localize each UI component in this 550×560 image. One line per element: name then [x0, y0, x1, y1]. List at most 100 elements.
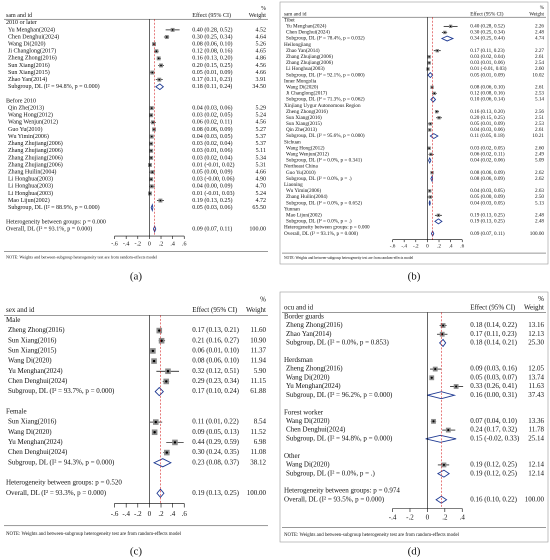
effect-label: 0.18 (0.14, 0.22)	[470, 321, 517, 329]
study-point	[150, 135, 153, 138]
x-tick-label: -.2	[135, 241, 142, 247]
study-point	[159, 199, 162, 202]
group-name: Yunnan	[284, 206, 300, 212]
pooled-diamond	[428, 200, 431, 206]
study-label: Ji Changlong(2017)	[286, 90, 328, 97]
weight-label: 11.60	[251, 326, 267, 334]
weight-label: 2.27	[535, 48, 544, 54]
effect-label: 0.20 (0.15, 0.25)	[192, 62, 232, 69]
column-header: Weight	[249, 13, 267, 19]
study-point	[428, 129, 431, 131]
effect-label: 0.30 (0.25, 0.34)	[192, 33, 232, 40]
study-point	[157, 57, 160, 60]
study-point	[428, 62, 430, 64]
study-label: Li Honghua(2003)	[286, 65, 325, 72]
study-label: Wang Di(2020)	[286, 461, 330, 469]
weight-label: 2.63	[535, 188, 544, 194]
group-name: Before 2010	[6, 97, 36, 104]
study-point	[430, 153, 432, 156]
study-point	[435, 110, 438, 113]
x-tick-label: 0	[148, 241, 151, 247]
effect-label: 0.15 (-0.02, 0.33)	[470, 434, 520, 442]
effect-label: 0.04 (0.03, 0.06)	[192, 105, 232, 112]
x-tick-label: .4	[449, 244, 453, 250]
study-point	[428, 147, 430, 149]
study-label: Wang Di(2020)	[286, 417, 330, 425]
study-label: Zhao Yan(2014)	[286, 47, 320, 54]
study-label: Wu Yimin(2006)	[8, 133, 49, 140]
column-header: Effect (95% CI)	[470, 10, 503, 17]
weight-label: 2.61	[535, 127, 544, 133]
note: NOTE: Weights and between-subgroup heter…	[6, 532, 182, 537]
study-label: Zheng Zhong(2016)	[286, 365, 343, 373]
weight-label: 11.15	[251, 377, 267, 385]
group-name: Inner Mongolia	[284, 78, 317, 84]
effect-label: 0.11 (0.01, 0.22)	[192, 418, 239, 426]
study-label: Zhang Zhujiang(2006)	[8, 161, 63, 168]
x-tick-label: 0	[148, 510, 152, 518]
pooled-diamond	[436, 469, 450, 478]
group-name: Xinjiang Uygur Autonomous Region	[284, 103, 361, 109]
weight-label: 11.52	[251, 428, 267, 436]
weight-label: 5.34	[255, 155, 266, 161]
effect-label: 0.34 (0.25, 0.44)	[470, 35, 505, 42]
pooled-diamond	[152, 224, 157, 234]
weight-label: 2.62	[535, 176, 544, 182]
pooled-diamond	[440, 35, 455, 42]
study-point	[441, 333, 444, 336]
study-point	[444, 31, 446, 34]
note: NOTE: Weights and between-subgroup heter…	[284, 256, 413, 260]
x-tick-label: .4	[170, 241, 175, 247]
study-point	[429, 123, 432, 125]
x-tick-label: -.6	[390, 244, 396, 250]
effect-label: 0.08 (0.06, 0.10)	[192, 357, 239, 365]
effect-label: 0.19 (0.12, 0.25)	[470, 461, 517, 469]
study-point	[150, 114, 152, 117]
weight-unit: %	[538, 295, 544, 303]
study-point	[152, 121, 154, 124]
x-tick-label: .2	[158, 510, 164, 518]
group-name: Female	[6, 408, 27, 416]
x-tick-label: .6	[182, 241, 187, 247]
effect-label: 0.29 (0.23, 0.34)	[192, 377, 239, 385]
weight-label: 8.54	[254, 418, 267, 426]
group-name: Border guards	[284, 312, 324, 320]
study-label: Wang Di(2020)	[8, 41, 46, 48]
subgroup-label: Subgroup, DL (I² = 88.9%, p = 0.000)	[8, 204, 100, 211]
weight-label: 5.90	[254, 367, 267, 375]
weight-label: 2.62	[535, 170, 544, 176]
study-label: Zhao Yan(2014)	[286, 330, 332, 338]
weight-label: 13.74	[528, 373, 544, 381]
study-label: Zheng Zhong(2016)	[286, 321, 343, 329]
study-point	[150, 149, 152, 152]
study-label: Qin Zhe(2013)	[286, 126, 317, 133]
column-header: Effect (95% CI)	[192, 12, 231, 19]
effect-label: 0.33 (0.26, 0.41)	[470, 382, 517, 390]
effect-label: 0.05 (0.00, 0.09)	[192, 169, 232, 176]
effect-label: 0.07 (0.04, 0.10)	[470, 417, 517, 425]
weight-label: 4.65	[255, 49, 266, 55]
study-label: Zhang Zhujiang(2006)	[286, 59, 333, 66]
overall-label: Overall, DL (I² = 93.1%, p = 0.000)	[284, 230, 358, 237]
study-point	[442, 463, 445, 466]
study-label: Guo Yu(2010)	[286, 169, 316, 176]
effect-label: 0.19 (0.13, 0.25)	[192, 197, 232, 204]
pooled-diamond	[438, 338, 447, 348]
study-label: Sun Xiang(2015)	[286, 120, 322, 127]
x-tick-label: .6	[182, 510, 188, 518]
effect-label: 0.03 (0.02, 0.04)	[192, 140, 232, 147]
effect-label: 0.20 (0.15, 0.25)	[470, 114, 505, 121]
study-point	[154, 420, 158, 424]
effect-label: 0.16 (0.00, 0.31)	[470, 391, 517, 399]
x-tick-label: 0	[426, 244, 429, 250]
x-tick-label: .2	[437, 244, 441, 250]
subgroup-label: Subgroup, DL (I² = 0.0%, p = .)	[286, 469, 376, 477]
weight-label: 2.60	[535, 66, 544, 72]
weight-label: 2.61	[535, 84, 544, 90]
effect-label: 0.01 (-0.01, 0.03)	[192, 190, 234, 197]
weight-label: 4.72	[255, 198, 266, 204]
study-label: Wu Yimin(2006)	[286, 187, 321, 194]
weight-label: 12.13	[528, 330, 544, 338]
weight-label: 4.52	[255, 27, 266, 33]
weight-label: 3.91	[255, 77, 266, 83]
